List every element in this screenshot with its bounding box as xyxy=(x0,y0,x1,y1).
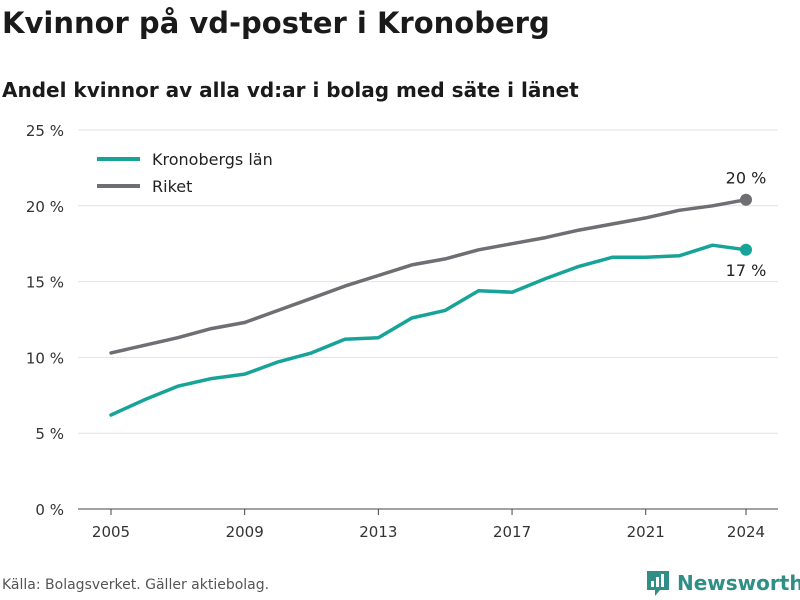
y-tick-label: 25 % xyxy=(26,122,64,140)
legend-label-0: Kronobergs län xyxy=(152,150,273,169)
legend: Kronobergs län Riket xyxy=(97,150,273,196)
y-tick-label: 15 % xyxy=(26,274,64,292)
chart-title: Kvinnor på vd-poster i Kronoberg xyxy=(2,6,550,40)
y-tick-label: 10 % xyxy=(26,349,64,367)
x-tick-label: 2024 xyxy=(727,523,765,541)
source-note: Källa: Bolagsverket. Gäller aktiebolag. xyxy=(2,577,270,593)
series-lines: 20 % 17 % xyxy=(109,169,767,417)
bar-chart-logo-icon xyxy=(647,571,669,596)
x-tick-label: 2021 xyxy=(627,523,665,541)
y-tick-label: 5 % xyxy=(35,425,64,443)
series-end-point-1 xyxy=(740,193,752,206)
x-tick-label: 2005 xyxy=(92,523,130,541)
series-line-0 xyxy=(109,243,748,417)
y-tick-label: 20 % xyxy=(26,198,64,216)
end-value-label-0: 17 % xyxy=(726,261,767,280)
gridlines xyxy=(78,129,778,510)
chart-subtitle: Andel kvinnor av alla vd:ar i bolag med … xyxy=(2,78,579,102)
legend-label-1: Riket xyxy=(152,177,192,196)
x-tick-label: 2013 xyxy=(359,523,397,541)
series-end-point-0 xyxy=(740,243,752,256)
y-axis: 0 % 5 % 10 % 15 % 20 % 25 % xyxy=(26,122,64,519)
brand-name: Newsworthy xyxy=(677,571,800,595)
end-value-label-1: 20 % xyxy=(726,169,767,188)
x-tick-label: 2017 xyxy=(493,523,531,541)
series-line-1 xyxy=(109,197,748,355)
y-tick-label: 0 % xyxy=(35,501,64,519)
x-tick-label: 2009 xyxy=(226,523,264,541)
x-axis: 2005 2009 2013 2017 2021 2024 xyxy=(92,509,765,541)
brand-logo: Newsworthy xyxy=(645,568,800,598)
